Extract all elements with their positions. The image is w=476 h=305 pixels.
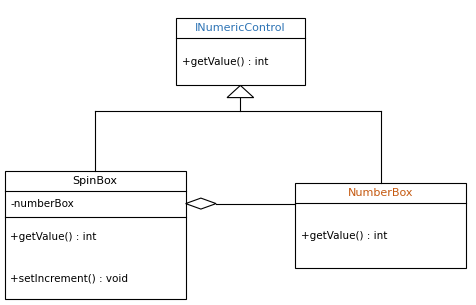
Bar [176,18,305,85]
Text: -numberBox: -numberBox [10,199,74,209]
Text: +getValue() : int: +getValue() : int [301,231,387,241]
Text: +setIncrement() : void: +setIncrement() : void [10,273,129,283]
Text: NumberBox: NumberBox [348,188,414,198]
Text: +getValue() : int: +getValue() : int [10,232,97,242]
Text: +getValue() : int: +getValue() : int [182,57,268,67]
Text: INumericControl: INumericControl [195,23,286,33]
Bar [295,183,466,268]
Bar [5,171,186,299]
Text: SpinBox: SpinBox [73,176,118,186]
